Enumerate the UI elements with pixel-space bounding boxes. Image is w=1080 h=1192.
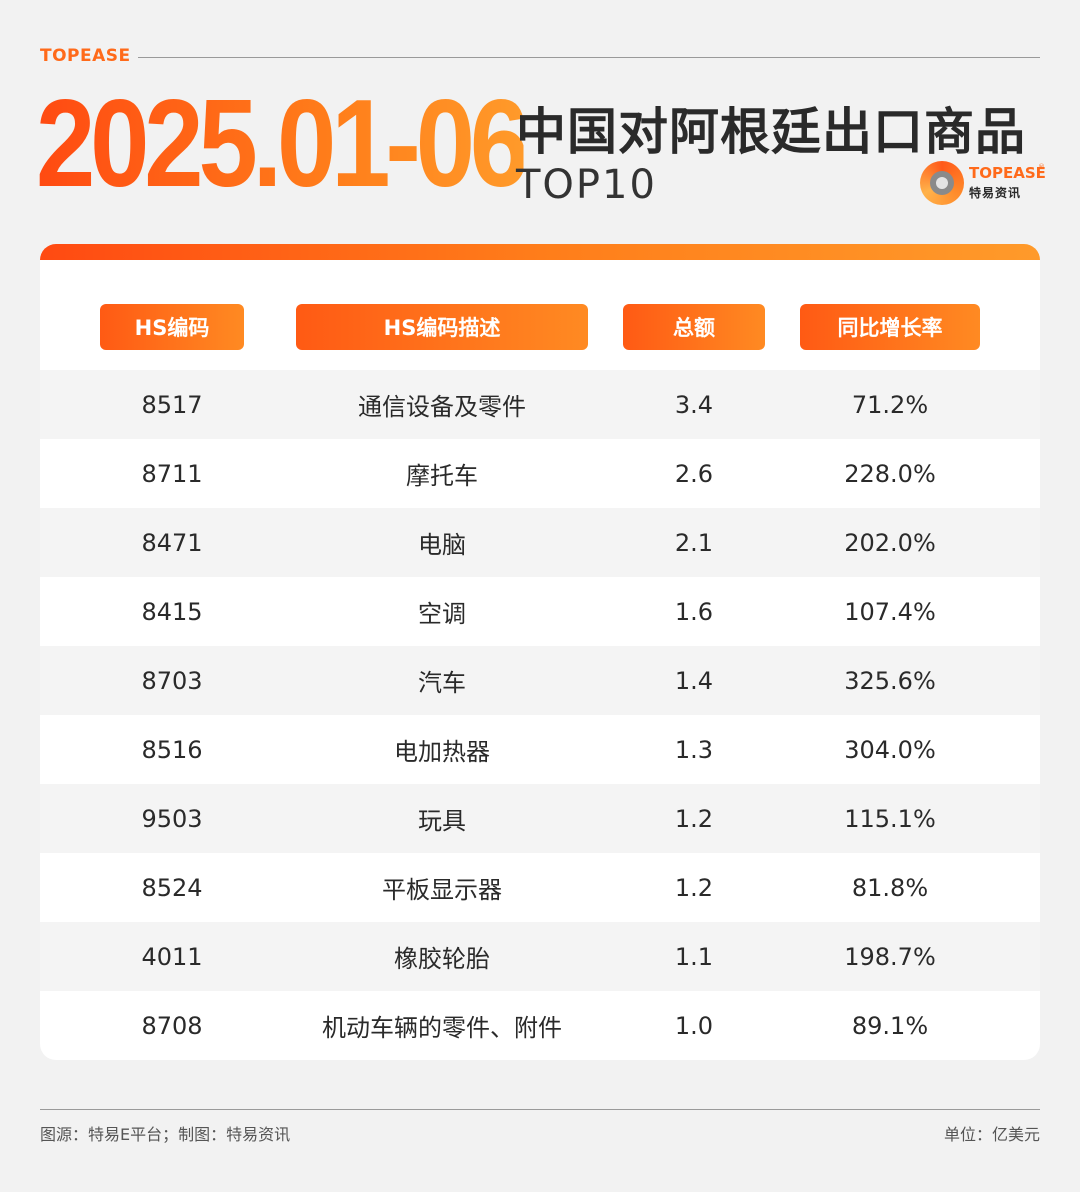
table-row: 8471 电脑 2.1 202.0% [40, 508, 1040, 577]
total-cell: 1.3 [674, 735, 714, 764]
table-row: 8703 汽车 1.4 325.6% [40, 646, 1040, 715]
description-cell: 机动车辆的零件、附件 [322, 1014, 562, 1042]
hs-code-cell: 8516 [141, 735, 203, 764]
table-body: 8517 通信设备及零件 3.4 71.2% 8711 摩托车 2.6 228.… [40, 370, 1040, 1060]
description-cell: 摩托车 [406, 462, 478, 490]
unit-note: 单位：亿美元 [943, 1125, 1040, 1144]
total-cell: 1.6 [674, 597, 714, 626]
table-row: 8711 摩托车 2.6 228.0% [40, 439, 1040, 508]
page-subtitle: TOP10 [516, 162, 657, 208]
logo-registered-mark: ® [1038, 163, 1045, 171]
column-header-growth: 同比增长率 [800, 304, 980, 350]
topease-logo: TOPEASE ® 特易资讯 [920, 161, 1046, 205]
growth-cell: 228.0% [844, 459, 936, 488]
total-cell: 1.2 [674, 873, 714, 902]
logo-mark-icon [920, 161, 964, 205]
table-row: 9503 玩具 1.2 115.1% [40, 784, 1040, 853]
description-cell: 汽车 [418, 669, 466, 697]
total-cell: 1.2 [674, 804, 714, 833]
table-row: 4011 橡胶轮胎 1.1 198.7% [40, 922, 1040, 991]
hs-code-cell: 8708 [141, 1011, 203, 1040]
logo-text-cn: 特易资讯 [969, 186, 1022, 200]
growth-cell: 115.1% [844, 804, 936, 833]
growth-cell: 198.7% [844, 942, 936, 971]
growth-cell: 304.0% [844, 735, 936, 764]
hs-code-cell: 8517 [141, 390, 203, 419]
total-cell: 1.4 [674, 666, 714, 695]
hs-code-cell: 8703 [141, 666, 203, 695]
description-cell: 平板显示器 [382, 876, 502, 904]
total-cell: 1.0 [674, 1011, 714, 1040]
table-row: 8415 空调 1.6 107.4% [40, 577, 1040, 646]
data-table-card: HS编码 HS编码描述 总额 同比增长率 8517 通信设备及零件 3.4 71… [40, 244, 1040, 1060]
growth-cell: 202.0% [844, 528, 936, 557]
description-cell: 橡胶轮胎 [394, 945, 490, 973]
growth-cell: 107.4% [844, 597, 936, 626]
description-cell: 电加热器 [394, 738, 490, 766]
column-header-hs-code: HS编码 [100, 304, 244, 350]
hs-code-cell: 8524 [141, 873, 203, 902]
total-cell: 1.1 [674, 942, 714, 971]
table-row: 8517 通信设备及零件 3.4 71.2% [40, 370, 1040, 439]
table-row: 8708 机动车辆的零件、附件 1.0 89.1% [40, 991, 1040, 1060]
source-note: 图源：特易E平台；制图：特易资讯 [40, 1125, 291, 1144]
hs-code-cell: 9503 [141, 804, 203, 833]
column-header-description: HS编码描述 [296, 304, 588, 350]
description-cell: 电脑 [418, 531, 466, 559]
hs-code-cell: 8415 [141, 597, 203, 626]
hs-code-cell: 8711 [141, 459, 203, 488]
hs-code-cell: 4011 [141, 942, 203, 971]
growth-cell: 71.2% [851, 390, 929, 419]
logo-text-en: TOPEASE [969, 164, 1046, 182]
card-accent-bar [40, 244, 1040, 260]
total-cell: 2.6 [674, 459, 714, 488]
growth-cell: 89.1% [851, 1011, 929, 1040]
table-row: 8516 电加热器 1.3 304.0% [40, 715, 1040, 784]
description-cell: 空调 [418, 600, 466, 628]
total-cell: 2.1 [674, 528, 714, 557]
table-row: 8524 平板显示器 1.2 81.8% [40, 853, 1040, 922]
column-header-total: 总额 [623, 304, 765, 350]
hs-code-cell: 8471 [141, 528, 203, 557]
description-cell: 玩具 [418, 807, 466, 835]
top-divider [138, 57, 1040, 58]
top-brand-label: TOPEASE [40, 46, 131, 66]
growth-cell: 81.8% [851, 873, 929, 902]
date-range-heading: 2025.01-06 [36, 75, 529, 213]
description-cell: 通信设备及零件 [358, 393, 526, 421]
total-cell: 3.4 [674, 390, 714, 419]
page-title: 中国对阿根廷出口商品 [516, 103, 1026, 161]
growth-cell: 325.6% [844, 666, 936, 695]
bottom-divider [40, 1109, 1040, 1110]
